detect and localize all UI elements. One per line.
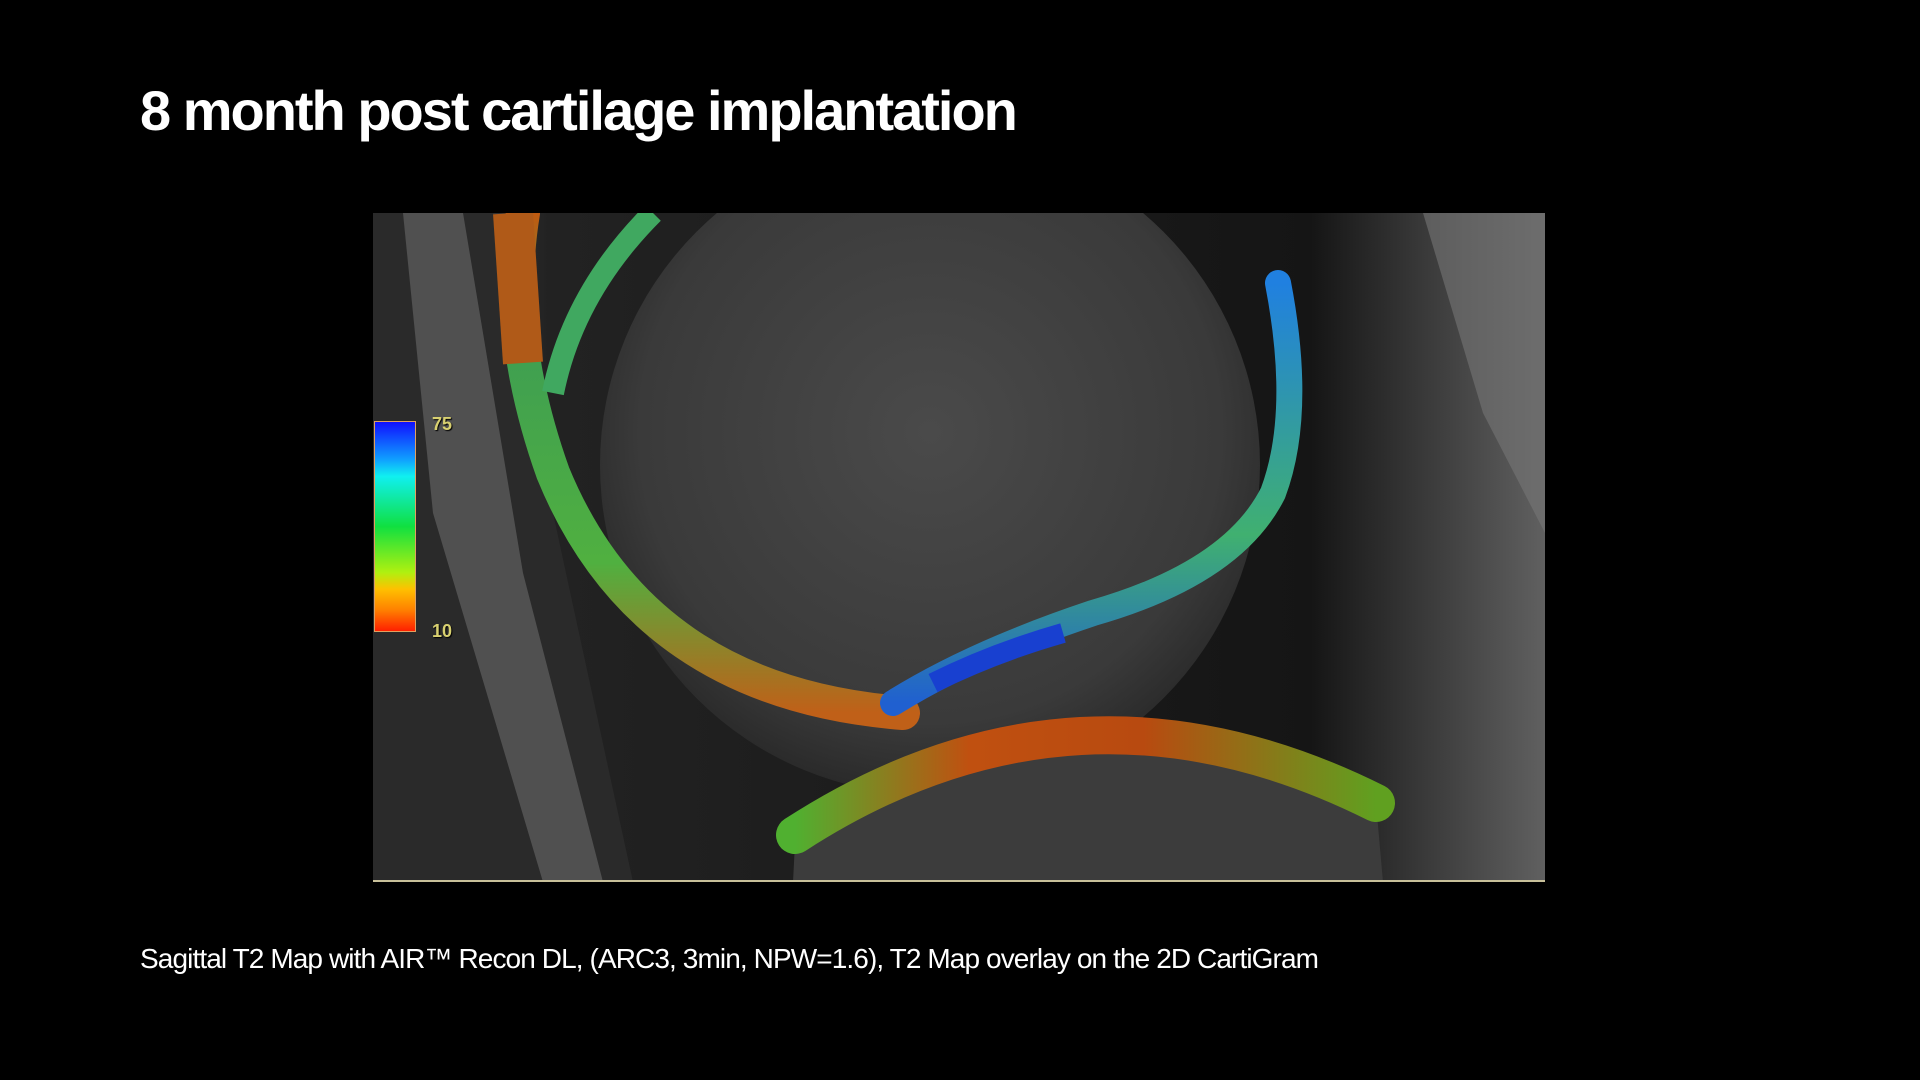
- t2-colorbar: [374, 421, 416, 632]
- colorbar-max-label: 75: [432, 414, 453, 434]
- figure-caption: Sagittal T2 Map with AIR™ Recon DL, (ARC…: [140, 943, 1319, 974]
- knee-mri-illustration: [373, 213, 1545, 882]
- colorbar-min-label: 10: [432, 621, 453, 641]
- mri-t2-map-image: [373, 213, 1545, 882]
- femur: [600, 213, 1260, 795]
- slide-title: 8 month post cartilage implantation: [140, 79, 1018, 142]
- figure-baseline-divider: [373, 880, 1545, 882]
